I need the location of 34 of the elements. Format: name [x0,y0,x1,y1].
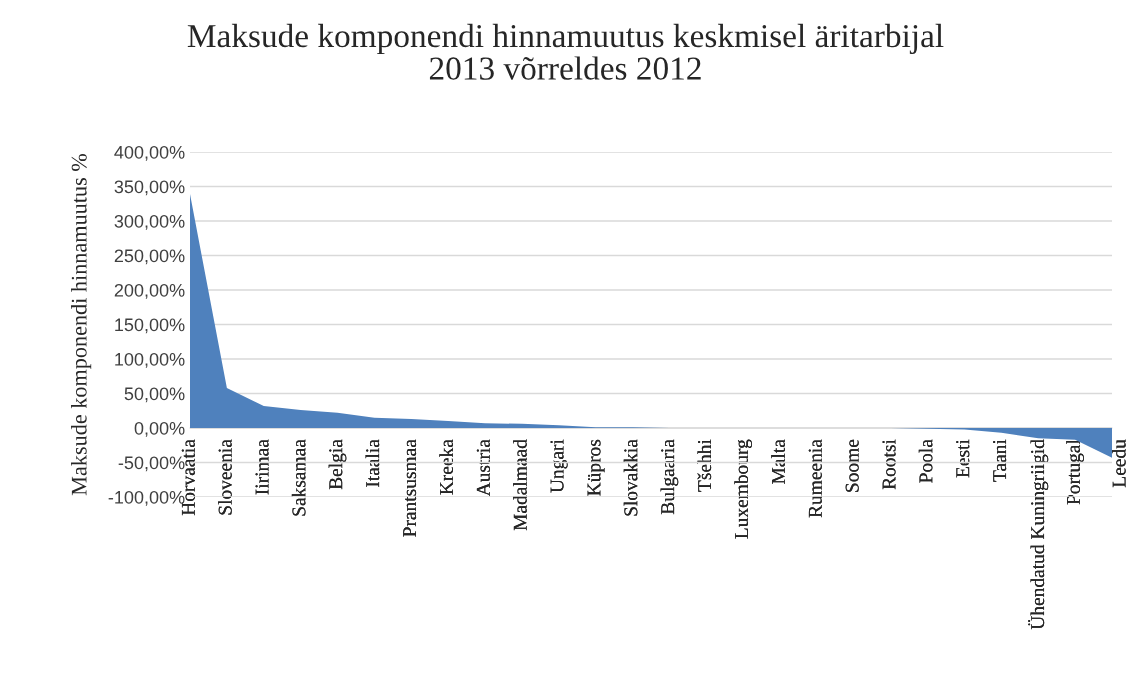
y-tick-label: 400,00% [114,145,185,161]
x-tick-label: Kreeka [439,439,454,495]
y-tick-label: 200,00% [114,283,185,299]
x-tick-label: Slovakkia [623,439,638,516]
x-tick-label: Belgia [328,439,347,490]
x-tick-label: Bulgaaria [660,439,679,515]
y-tick-label: 150,00% [115,318,185,334]
y-tick-label: 300,00% [114,214,185,230]
x-tick-label: Rumeenia [808,439,822,518]
chart-title: Maksude komponendi hinnamuutus keskmisel äritarbijal 2013 võrreldes 2012 [187,23,944,80]
x-tick-label: Luxembourg [734,439,753,539]
x-tick-label: Portugal [1066,439,1084,505]
x-tick-label: Taani [993,439,1007,482]
x-tick-label: Küpros [587,439,605,496]
x-tick-label: Itaalia [365,439,380,487]
x-tick-label: Malta [771,439,785,484]
x-tick-label: Leedu [1112,439,1126,488]
y-tick-label: 100,00% [115,352,185,368]
y-tick-label: 0,00% [134,421,185,437]
x-tick-label: Saksamaa [291,439,306,516]
y-tick-label: 250,00% [114,249,185,265]
x-tick-label: Rootsi [882,439,896,490]
x-tick-label: Ühendatud Kuningriigid [1028,439,1049,630]
y-tick-label: 50,00% [124,387,185,403]
y-axis-title: Maksude komponendi hinnamuutus % [71,153,92,496]
x-tick-label: Poola [918,439,933,483]
x-tick-label: Eesti [956,439,970,478]
x-tick-label: Soome [845,439,859,492]
x-tick-label: Prantsusmaa [403,439,417,537]
x-tick-label: Iirimaa [255,439,269,495]
x-tick-label: Ungari [550,439,568,493]
y-tick-label: 350,00% [114,180,185,196]
x-tick-label: Sloveenia [218,439,232,515]
x-tick-label: Madalmaad [513,439,527,531]
